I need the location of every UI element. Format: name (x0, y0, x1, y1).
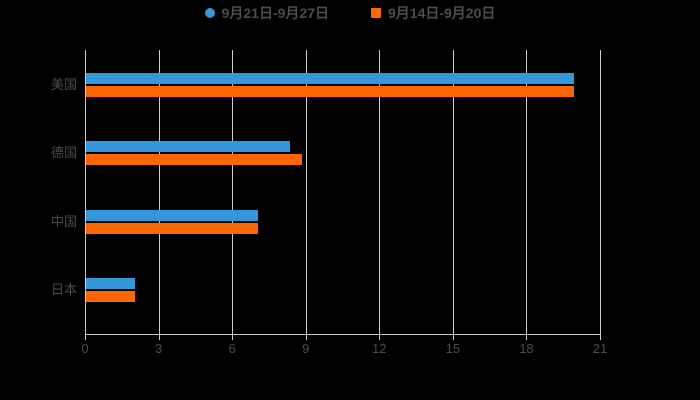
x-axis-tick (379, 334, 381, 340)
legend-label: 9月14日-9月20日 (388, 5, 496, 21)
gridline (232, 50, 234, 334)
legend: 9月21日-9月27日 9月14日-9月20日 (0, 6, 700, 20)
bar-9月14日-9月20日-日本[interactable] (86, 290, 135, 302)
gridline (158, 50, 160, 334)
x-axis-tick (232, 334, 234, 340)
gridline (600, 50, 601, 334)
x-axis-tick (526, 334, 528, 340)
category-label-1: 美国 (50, 77, 77, 92)
bar-9月14日-9月20日-德国[interactable] (86, 154, 302, 166)
gridline (305, 50, 307, 334)
x-axis-tick-label: 3 (154, 341, 163, 356)
x-axis-tick-label: 15 (445, 341, 461, 356)
bar-9月21日-9月27日-中国[interactable] (86, 209, 258, 221)
category-label-2: 德国 (50, 145, 77, 161)
bar-9月21日-9月27日-德国[interactable] (86, 141, 290, 153)
x-axis-tick (158, 334, 160, 340)
legend-item-week-sep14-20[interactable]: 9月14日-9月20日 (371, 6, 495, 20)
x-axis-line (85, 334, 601, 335)
category-label-3: 中国 (50, 213, 77, 229)
gridline (452, 50, 454, 334)
legend-square-marker-icon (371, 8, 381, 18)
gridline (526, 50, 528, 334)
x-axis-tick (305, 334, 307, 340)
x-axis-tick-label: 0 (81, 341, 89, 356)
bar-9月14日-9月20日-美国[interactable] (86, 86, 574, 97)
legend-circle-marker-icon (204, 8, 215, 18)
x-axis-tick-label: 9 (302, 341, 310, 356)
bar-9月14日-9月20日-中国[interactable] (86, 222, 258, 234)
legend-item-week-sep21-27[interactable]: 9月21日-9月27日 (204, 5, 329, 21)
category-label-4: 日本 (50, 281, 77, 297)
gridline (379, 50, 381, 334)
x-axis-tick (600, 334, 601, 340)
x-axis-tick-label: 18 (519, 341, 534, 356)
bar-9月21日-9月27日-日本[interactable] (86, 277, 135, 289)
y-axis-line (85, 50, 86, 334)
x-axis-tick (452, 334, 454, 340)
bar-9月21日-9月27日-美国[interactable] (86, 73, 574, 84)
x-axis-tick-label: 12 (372, 341, 387, 356)
x-axis-tick-label: 21 (592, 341, 608, 356)
x-axis-tick (85, 334, 86, 340)
x-axis-tick-label: 6 (228, 341, 236, 356)
legend-label: 9月21日-9月27日 (221, 5, 329, 21)
